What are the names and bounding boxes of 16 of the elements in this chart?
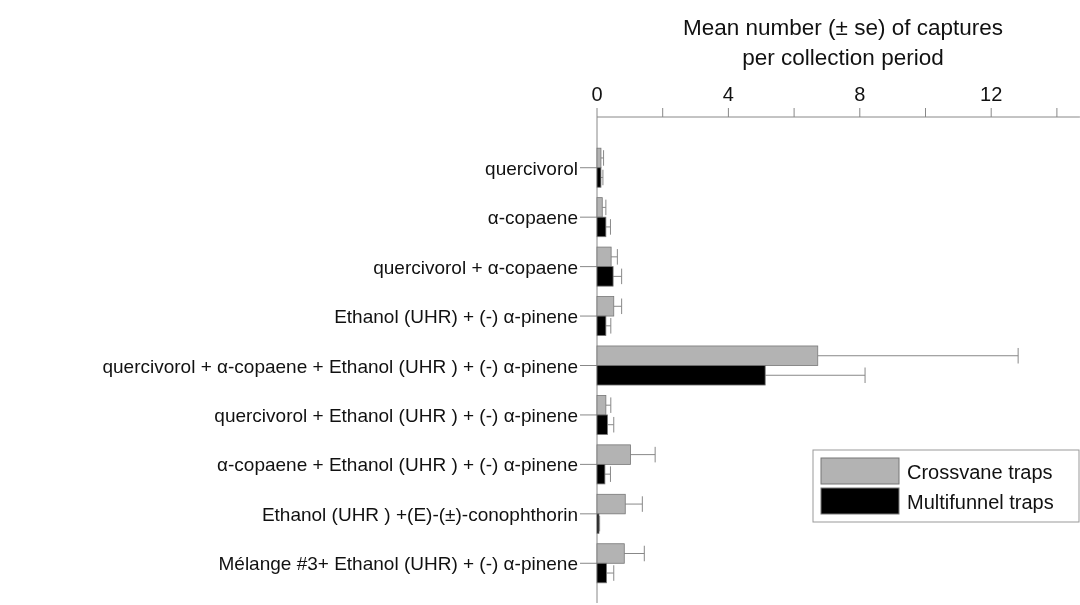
- x-tick-label: 12: [980, 83, 1003, 105]
- y-tick-label: α-copaene + Ethanol (UHR ) + (-) α-pinene: [217, 454, 578, 476]
- y-tick-label: quercivorol + α-copaene + Ethanol (UHR ) + (-) α-pinene: [102, 355, 578, 377]
- legend-label: Crossvane traps: [907, 461, 1053, 483]
- x-tick-label: 8: [854, 83, 866, 105]
- y-tick-label: Ethanol (UHR) + (-) α-pinene: [334, 306, 578, 328]
- y-tick-label: quercivorol: [485, 157, 578, 179]
- y-tick-label: α-copaene: [487, 207, 578, 229]
- y-tick-label: quercivorol + Ethanol (UHR ) + (-) α-pinene: [214, 404, 578, 426]
- x-axis-title: Mean number (± se) of captures per collection period: [683, 15, 1003, 70]
- y-tick-label: quercivorol + α-copaene: [373, 256, 578, 278]
- x-tick-label: 4: [722, 83, 734, 105]
- y-tick-label: Mélange #3+ Ethanol (UHR) + (-) α-pinene: [218, 553, 578, 575]
- x-tick-label: 0: [591, 83, 603, 105]
- legend-label: Multifunnel traps: [907, 491, 1054, 513]
- y-tick-label: Ethanol (UHR ) +(E)-(±)-conophthorin: [261, 503, 578, 525]
